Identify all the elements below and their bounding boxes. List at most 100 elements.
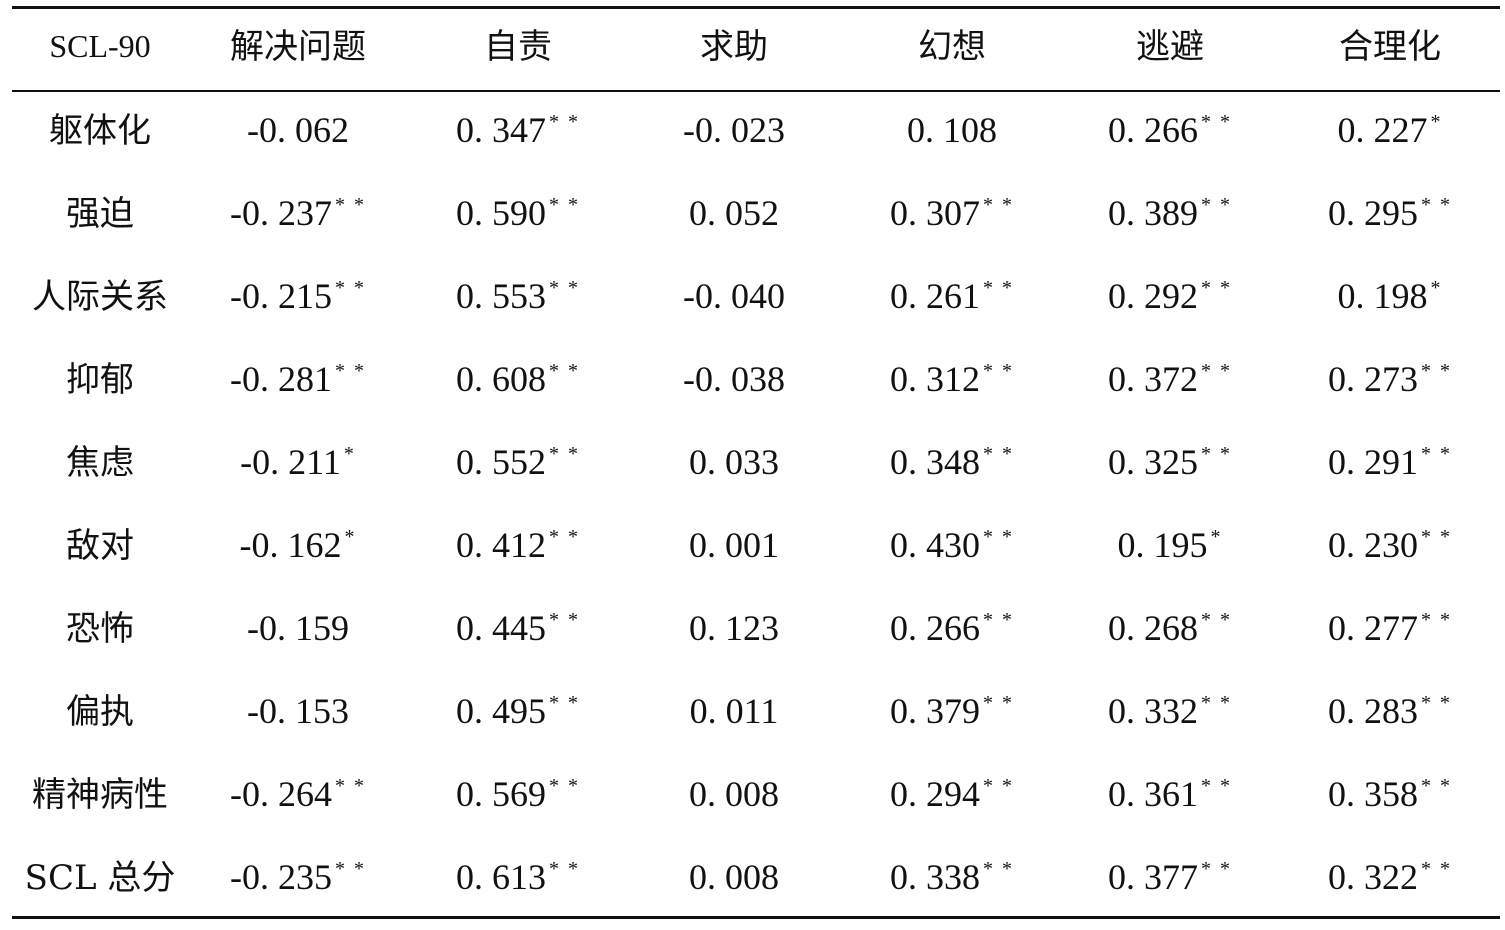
significance-marker: * * <box>983 692 1014 714</box>
significance-marker: * <box>343 443 356 465</box>
table-cell: 0. 011 <box>690 693 779 729</box>
row-label: 恐怖 <box>66 609 134 649</box>
top-rule <box>12 6 1500 9</box>
cell-value: 0. 227 <box>1337 110 1428 150</box>
cell-value: 0. 430 <box>890 525 980 565</box>
cell-value: 0. 358 <box>1328 774 1418 814</box>
table-cell: 0. 291 * * <box>1328 444 1452 480</box>
table-cell: 0. 325 * * <box>1108 444 1232 480</box>
row-label: 强迫 <box>66 194 134 234</box>
cell-value: -0. 211 <box>240 442 341 482</box>
significance-marker: * * <box>1201 609 1232 631</box>
cell-value: 0. 325 <box>1108 442 1198 482</box>
significance-marker: * * <box>1421 692 1452 714</box>
cell-value: -0. 237 <box>230 193 332 233</box>
significance-marker: * * <box>1201 692 1232 714</box>
row-label: 躯体化 <box>49 111 151 151</box>
table-cell: 0. 553 * * <box>456 278 580 314</box>
significance-marker: * * <box>549 111 580 133</box>
significance-marker: * * <box>335 858 366 880</box>
cell-value: 0. 377 <box>1108 857 1198 897</box>
significance-marker: * * <box>1201 443 1232 465</box>
cell-value: -0. 264 <box>230 774 332 814</box>
table-cell: 0. 569 * * <box>456 776 580 812</box>
table-cell: 0. 294 * * <box>890 776 1014 812</box>
column-header: 合理化 <box>1339 27 1441 67</box>
table-cell: -0. 211 * <box>240 444 356 480</box>
table-cell: 0. 198 * <box>1338 278 1443 314</box>
bottom-rule <box>12 916 1500 919</box>
table-cell: 0. 347 * * <box>456 112 580 148</box>
cell-value: 0. 001 <box>689 525 779 565</box>
row-label: 焦虑 <box>66 443 134 483</box>
cell-value: 0. 291 <box>1328 442 1418 482</box>
cell-value: 0. 261 <box>890 276 980 316</box>
cell-value: 0. 552 <box>456 442 546 482</box>
table-cell: -0. 281 * * <box>230 361 366 397</box>
significance-marker: * <box>1430 277 1443 299</box>
cell-value: -0. 159 <box>247 608 349 648</box>
significance-marker: * * <box>549 277 580 299</box>
table-cell: 0. 412 * * <box>456 527 580 563</box>
cell-value: -0. 215 <box>230 276 332 316</box>
significance-marker: * * <box>983 277 1014 299</box>
cell-value: 0. 412 <box>456 525 546 565</box>
cell-value: -0. 023 <box>683 110 785 150</box>
table-cell: 0. 445 * * <box>456 610 580 646</box>
cell-value: 0. 266 <box>1108 110 1198 150</box>
significance-marker: * * <box>1421 360 1452 382</box>
significance-marker: * * <box>983 194 1014 216</box>
table-cell: 0. 266 * * <box>1108 112 1232 148</box>
significance-marker: * * <box>1201 360 1232 382</box>
table-cell: 0. 268 * * <box>1108 610 1232 646</box>
cell-value: 0. 268 <box>1108 608 1198 648</box>
column-header: SCL-90 <box>49 28 151 64</box>
cell-value: -0. 153 <box>247 691 349 731</box>
table-cell: -0. 040 <box>683 278 785 314</box>
cell-value: 0. 307 <box>890 193 980 233</box>
cell-value: 0. 372 <box>1108 359 1198 399</box>
significance-marker: * * <box>983 443 1014 465</box>
cell-value: 0. 195 <box>1117 525 1208 565</box>
cell-value: 0. 332 <box>1108 691 1198 731</box>
significance-marker: * * <box>1421 194 1452 216</box>
significance-marker: * * <box>983 858 1014 880</box>
table-cell: 0. 377 * * <box>1108 859 1232 895</box>
column-header: 自责 <box>484 27 552 67</box>
cell-value: 0. 361 <box>1108 774 1198 814</box>
cell-value: 0. 294 <box>890 774 980 814</box>
table-cell: -0. 235 * * <box>230 859 366 895</box>
significance-marker: * * <box>549 692 580 714</box>
cell-value: 0. 108 <box>907 110 997 150</box>
table-cell: -0. 264 * * <box>230 776 366 812</box>
cell-value: 0. 445 <box>456 608 546 648</box>
table-cell: 0. 292 * * <box>1108 278 1232 314</box>
cell-value: 0. 123 <box>689 608 779 648</box>
significance-marker: * * <box>549 609 580 631</box>
table-cell: 0. 227 * <box>1338 112 1443 148</box>
cell-value: 0. 052 <box>689 193 779 233</box>
header-rule <box>12 90 1500 92</box>
table-cell: 0. 001 <box>689 527 779 563</box>
table-cell: 0. 283 * * <box>1328 693 1452 729</box>
cell-value: 0. 613 <box>456 857 546 897</box>
table-cell: 0. 195 * <box>1118 527 1223 563</box>
significance-marker: * <box>1210 526 1223 548</box>
cell-value: 0. 292 <box>1108 276 1198 316</box>
cell-value: 0. 590 <box>456 193 546 233</box>
significance-marker: * * <box>335 775 366 797</box>
significance-marker: * * <box>1201 194 1232 216</box>
significance-marker: * * <box>549 526 580 548</box>
cell-value: 0. 379 <box>890 691 980 731</box>
significance-marker: * * <box>983 360 1014 382</box>
significance-marker: * * <box>983 775 1014 797</box>
table-cell: 0. 322 * * <box>1328 859 1452 895</box>
table-cell: 0. 389 * * <box>1108 195 1232 231</box>
table-cell: 0. 495 * * <box>456 693 580 729</box>
cell-value: 0. 295 <box>1328 193 1418 233</box>
cell-value: 0. 608 <box>456 359 546 399</box>
significance-marker: * * <box>549 194 580 216</box>
table-cell: 0. 338 * * <box>890 859 1014 895</box>
table-cell: 0. 033 <box>689 444 779 480</box>
cell-value: 0. 008 <box>689 857 779 897</box>
